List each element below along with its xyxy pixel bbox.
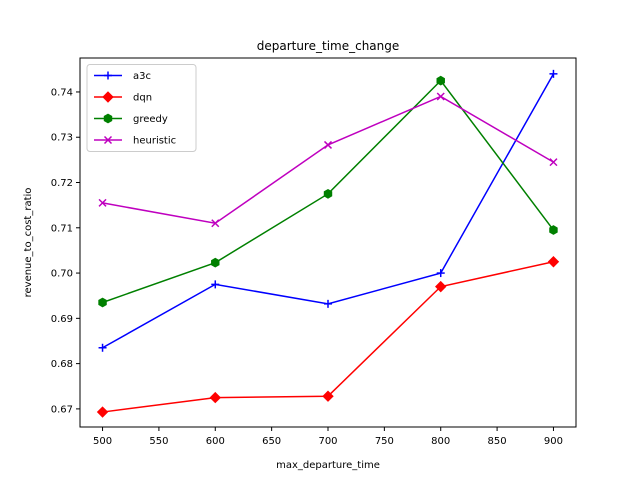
x-tick-label: 650 [262,436,281,447]
y-tick-label: 0.72 [51,178,73,189]
data-point-heuristic [211,219,220,228]
data-point-dqn [435,280,447,293]
x-tick-label: 800 [431,436,450,447]
legend-box [86,64,197,152]
y-tick-label: 0.69 [51,314,73,325]
data-point-a3c [98,343,107,352]
y-tick-label: 0.74 [51,87,73,98]
series-dqn [96,256,560,418]
data-point-greedy [549,225,558,235]
data-point-dqn [322,390,334,402]
data-point-heuristic [549,158,558,167]
data-point-greedy [98,297,107,308]
legend-label: greedy [133,114,168,125]
data-point-a3c [436,269,445,278]
legend-entry-heuristic: heuristic [94,136,176,147]
y-tick-label: 0.70 [51,269,73,280]
x-axis-label: max_departure_time [276,460,380,471]
data-point-dqn [547,256,560,268]
data-point-dqn [209,391,221,404]
data-point-greedy [436,75,445,86]
y-tick-label: 0.67 [51,404,73,415]
data-point-heuristic [98,198,107,207]
data-point-heuristic [436,92,445,101]
x-tick-label: 850 [488,436,507,447]
legend-marker [104,71,112,80]
y-axis: 0.67 0.68 0.69 0.70 0.71 0.72 0.73 0.74 [51,87,80,415]
x-tick-label: 500 [93,436,112,447]
plot-area [96,69,560,418]
data-point-a3c [324,299,332,308]
x-tick-label: 900 [544,436,563,447]
y-axis-label: revenue_to_cost_ratio [23,188,34,298]
x-tick-label: 550 [149,436,168,447]
legend-label: a3c [133,71,151,82]
legend-entry-dqn: dqn [94,91,152,104]
x-tick-label: 700 [318,436,337,447]
series-greedy [98,75,558,308]
data-point-a3c [211,280,220,289]
legend-label: heuristic [133,136,176,147]
data-point-a3c [549,69,558,78]
series-a3c [98,69,558,352]
data-point-dqn [96,406,109,418]
x-tick-label: 600 [206,436,225,447]
y-tick-label: 0.68 [51,359,73,370]
data-point-greedy [323,188,333,199]
legend-marker [103,113,113,124]
legend-entry-a3c: a3c [94,71,151,82]
x-axis: 500 550 600 650 700 750 800 850 900 [93,427,563,447]
data-point-greedy [211,257,220,268]
legend-marker [103,135,113,145]
legend: a3c dqn greedy heuristic [86,64,197,152]
legend-label: dqn [133,93,152,104]
legend-entry-greedy: greedy [94,113,168,125]
chart-title: departure_time_change [257,39,400,53]
y-tick-label: 0.71 [51,223,73,234]
legend-marker [102,91,114,103]
data-point-heuristic [323,140,333,149]
series-heuristic [98,92,558,228]
y-tick-label: 0.73 [51,133,73,144]
x-tick-label: 750 [375,436,394,447]
